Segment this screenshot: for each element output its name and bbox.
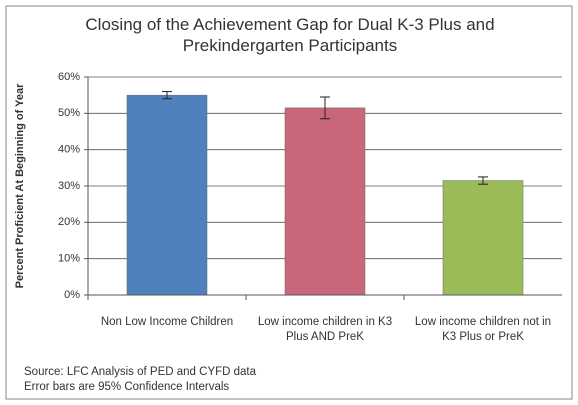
y-tick-label: 20%: [58, 216, 80, 228]
y-tick-label: 10%: [58, 253, 80, 265]
source-note: Source: LFC Analysis of PED and CYFD dat…: [24, 366, 257, 378]
y-axis-label: Percent Proficient At Beginning of Year: [14, 83, 26, 288]
y-tick-label: 50%: [58, 107, 80, 119]
bar: [284, 107, 366, 296]
error-note: Error bars are 95% Confidence Intervals: [24, 381, 230, 393]
y-tick-label: 0%: [64, 289, 80, 301]
x-tick-label: Low income children not in K3 Plus or Pr…: [414, 316, 552, 343]
x-tick-label: Non Low Income Children: [100, 316, 234, 328]
x-tick-label: Low income children in K3 Plus AND PreK: [257, 316, 393, 343]
bar: [126, 94, 208, 296]
y-tick-label: 60%: [58, 71, 80, 83]
y-tick-label: 40%: [58, 144, 80, 156]
bar: [442, 180, 524, 296]
chart-border: [5, 5, 573, 400]
y-tick-label: 30%: [58, 180, 80, 192]
chart-title: Closing of the Achievement Gap for Dual …: [85, 15, 495, 55]
